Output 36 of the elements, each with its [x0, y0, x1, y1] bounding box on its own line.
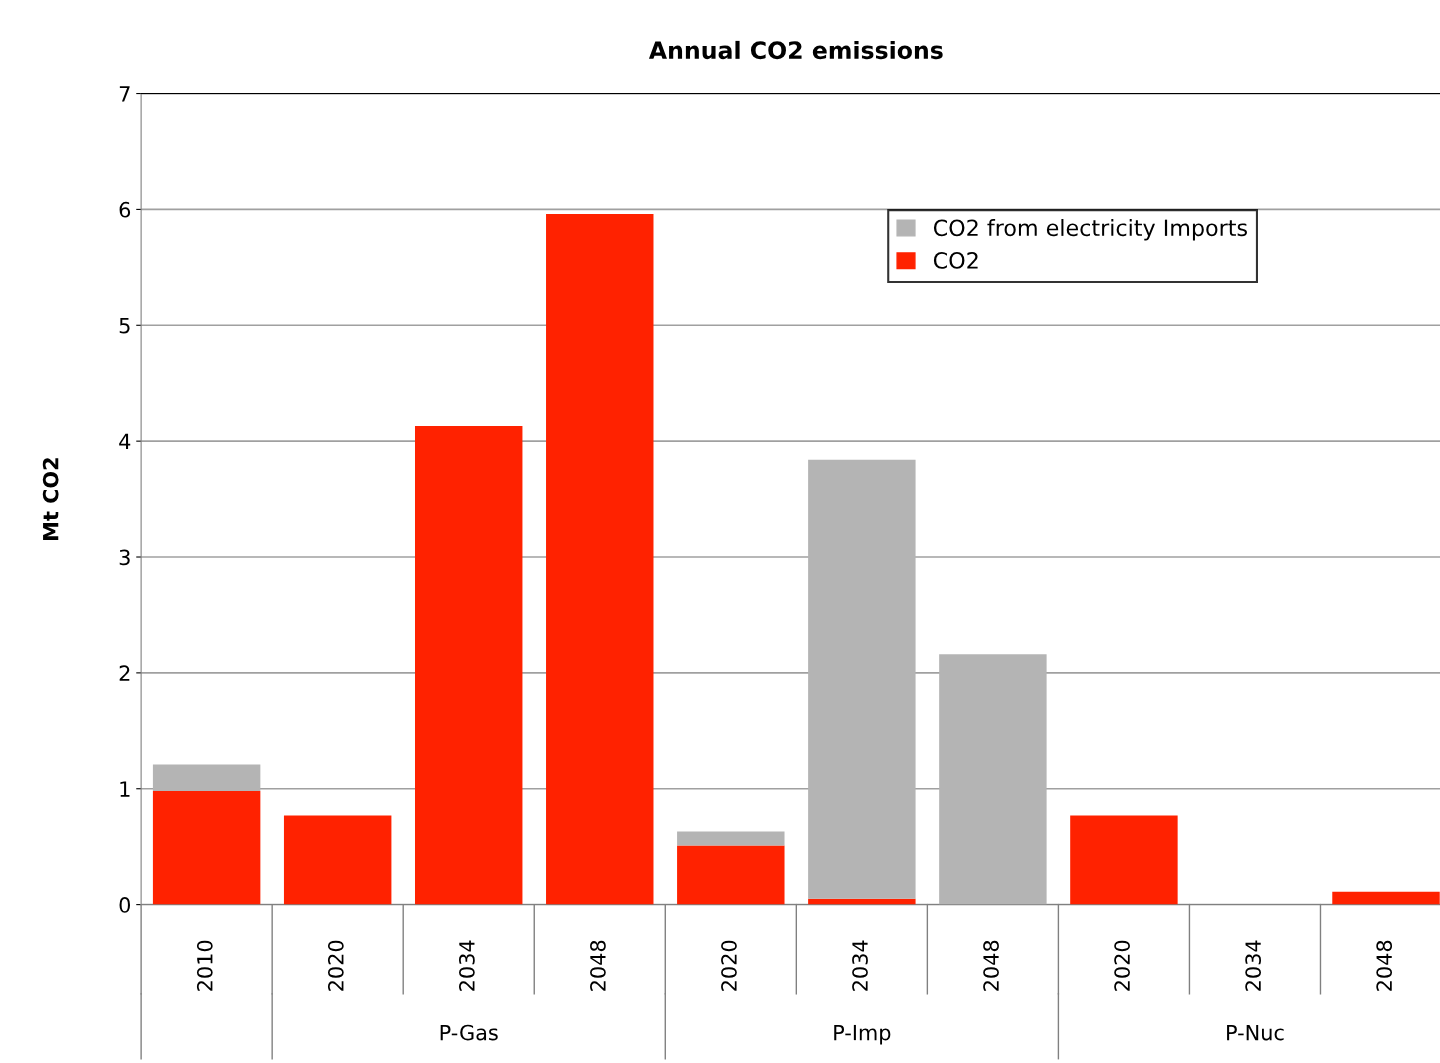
bar	[677, 831, 785, 846]
x-tick-label: 2048	[983, 940, 999, 991]
bar	[152, 791, 261, 905]
bar	[808, 459, 916, 899]
legend-label: CO2	[933, 251, 978, 269]
x-tick-label: 2010	[196, 940, 213, 991]
x-tick-label: 2034	[459, 940, 475, 991]
bar	[939, 654, 1047, 905]
x-tick-label: 2034	[1245, 940, 1261, 991]
y-tick-label: 7	[119, 86, 130, 102]
y-tick-label: 0	[119, 897, 131, 913]
text: P-Nuc	[1227, 1024, 1284, 1041]
text: P-Imp	[834, 1024, 891, 1045]
y-tick-label: 5	[119, 318, 130, 334]
x-tick-label: 2020	[1114, 940, 1130, 991]
chart-title: Annual CO2 emissions	[648, 40, 943, 60]
legend-label: CO2 from electricity Imports	[933, 218, 1247, 241]
bar	[283, 815, 392, 905]
bar	[1332, 891, 1440, 905]
text: P-Gas	[440, 1024, 498, 1041]
y-tick-label: 2	[119, 665, 130, 681]
x-tick-label: 2048	[1376, 940, 1393, 991]
x-tick-label: 2020	[327, 940, 344, 991]
bar	[677, 845, 785, 905]
x-tick-label: 2048	[590, 940, 606, 991]
bar	[1070, 815, 1178, 905]
x-tick-label: 2034	[852, 940, 868, 991]
y-tick-label: 6	[119, 201, 131, 218]
bar	[152, 764, 261, 792]
y-tick-label: 1	[120, 781, 130, 797]
y-axis-title: Mt CO2	[42, 458, 59, 540]
y-tick-label: 3	[119, 549, 130, 566]
bar	[414, 426, 523, 905]
x-tick-label: 2020	[721, 940, 737, 991]
bar	[546, 214, 654, 905]
y-tick-label: 4	[119, 433, 131, 450]
